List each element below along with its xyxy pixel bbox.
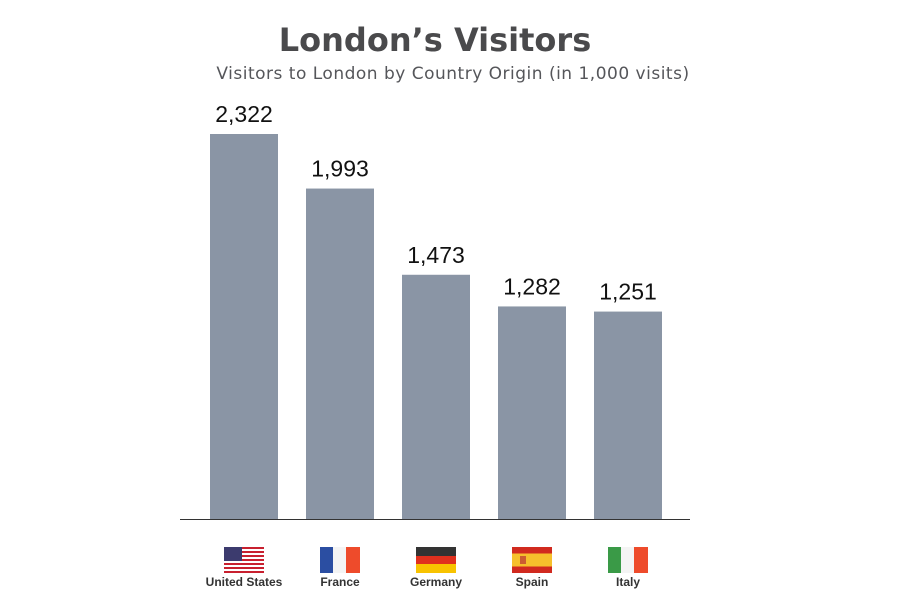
bar xyxy=(594,311,662,519)
value-label: 1,251 xyxy=(599,279,657,305)
x-tick-label: Germany xyxy=(410,575,462,589)
x-tick-label: France xyxy=(320,575,360,589)
flag-us xyxy=(224,547,264,573)
bar xyxy=(402,274,470,519)
x-tick-label: Italy xyxy=(616,575,640,589)
x-tick-label: Spain xyxy=(516,575,549,589)
value-label: 1,473 xyxy=(407,242,465,268)
bar xyxy=(210,134,278,519)
value-label: 1,993 xyxy=(311,156,369,182)
value-label: 1,282 xyxy=(503,274,561,300)
bar xyxy=(306,188,374,519)
chart-title: London’s Visitors xyxy=(279,21,591,59)
x-tick-label: United States xyxy=(206,575,283,589)
bar xyxy=(498,306,566,519)
chart-subtitle: Visitors to London by Country Origin (in… xyxy=(216,64,689,84)
value-label: 2,322 xyxy=(215,101,273,127)
flag-spain xyxy=(512,547,552,573)
flag-italy xyxy=(608,547,648,573)
flag-france xyxy=(320,547,360,573)
flag-germany xyxy=(416,547,456,573)
